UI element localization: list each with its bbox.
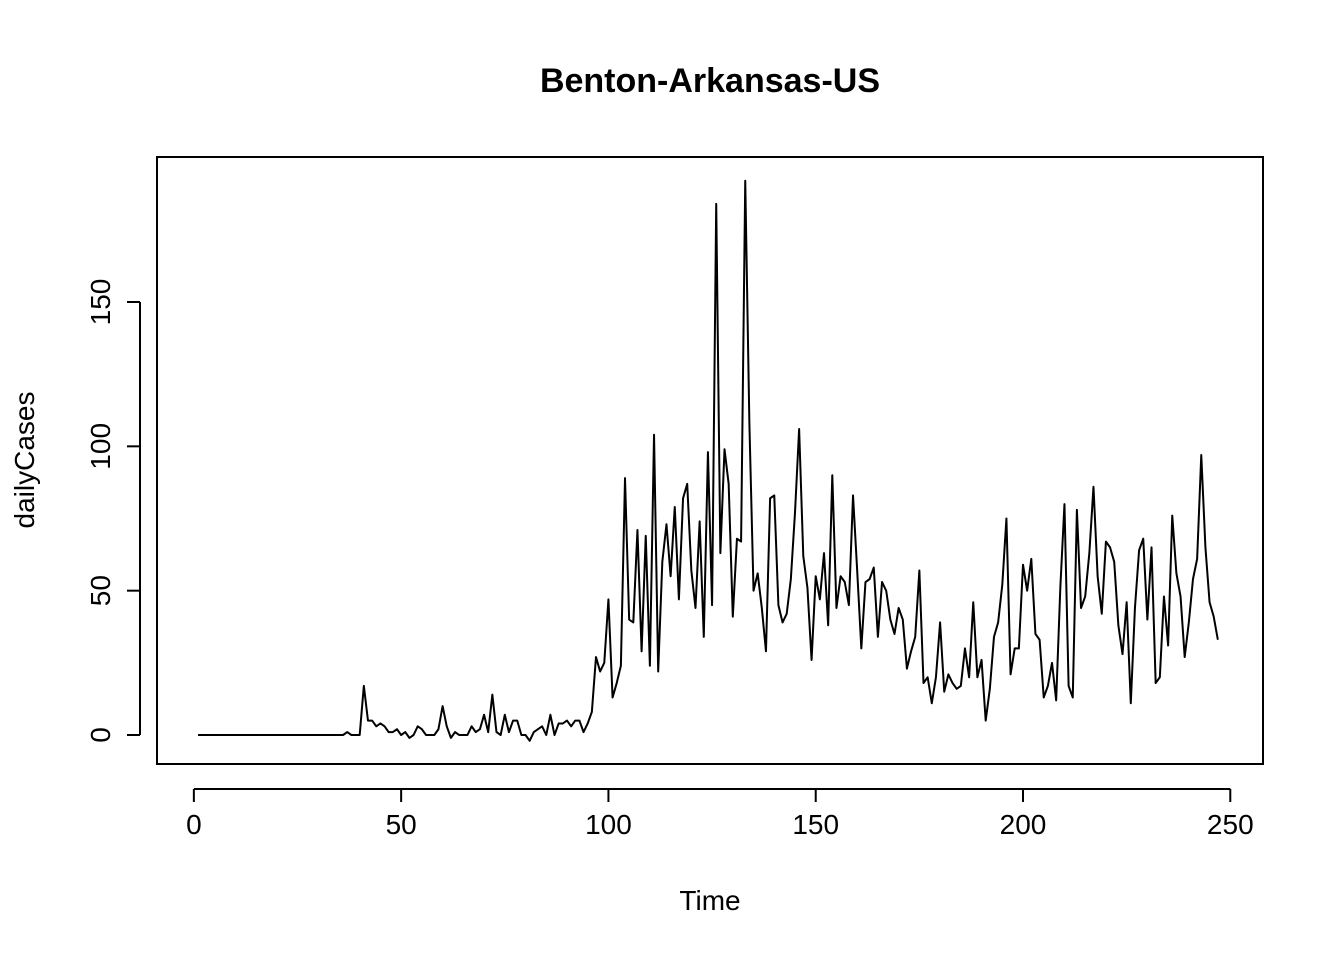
series-line bbox=[198, 179, 1219, 742]
chart-title: Benton-Arkansas-US bbox=[540, 62, 880, 100]
y-tick-label: 50 bbox=[85, 575, 116, 606]
series-group bbox=[198, 179, 1219, 742]
y-tick-label: 100 bbox=[85, 423, 116, 470]
x-tick-label: 50 bbox=[386, 809, 417, 840]
y-tick-label: 150 bbox=[85, 279, 116, 326]
x-axis-label: Time bbox=[679, 885, 740, 916]
y-axis-label: dailyCases bbox=[9, 392, 40, 529]
x-tick-label: 250 bbox=[1207, 809, 1254, 840]
plot-frame bbox=[156, 156, 1264, 765]
x-axis: 0 50 100 150 200 250 bbox=[186, 788, 1254, 840]
x-tick-label: 200 bbox=[1000, 809, 1047, 840]
x-tick-label: 150 bbox=[792, 809, 839, 840]
x-tick-label: 100 bbox=[585, 809, 632, 840]
y-axis: 0 50 100 150 bbox=[85, 279, 141, 743]
x-tick-label: 0 bbox=[186, 809, 202, 840]
y-tick-label: 0 bbox=[85, 727, 116, 743]
